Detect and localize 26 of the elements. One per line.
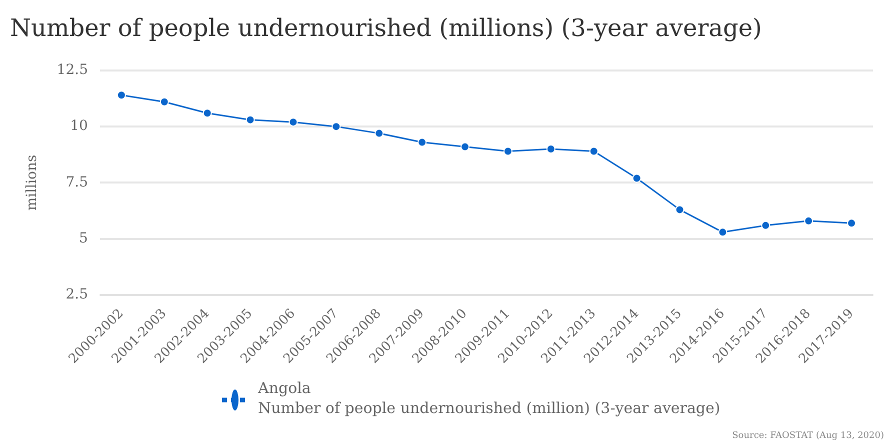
point <box>589 146 598 156</box>
point <box>418 138 427 147</box>
point <box>374 128 384 138</box>
y-tick-label: 5 <box>79 230 88 247</box>
point <box>632 174 642 183</box>
y-tick-label: 12.5 <box>56 62 88 78</box>
point <box>804 216 814 226</box>
point <box>116 90 126 100</box>
point <box>332 122 341 132</box>
source-note: Source: FAOSTAT (Aug 13, 2020) <box>732 431 884 441</box>
point <box>761 220 770 230</box>
y-tick-label: 2.5 <box>66 286 88 303</box>
text: Angola <box>258 378 312 398</box>
y-tick-label: 10 <box>70 118 88 134</box>
point <box>288 118 298 127</box>
y-tick-label: 7.5 <box>66 174 88 190</box>
point <box>460 142 470 152</box>
point <box>675 205 684 214</box>
chart-title: Number of people undernourished (millions) (3-year average) <box>10 14 762 42</box>
y-axis-title: millions <box>24 154 40 211</box>
point <box>503 146 512 156</box>
point <box>160 97 169 106</box>
point <box>718 228 728 237</box>
point <box>246 115 255 124</box>
text: Number of people undernourished (million) (3-year average) <box>258 398 720 418</box>
point <box>202 108 212 118</box>
